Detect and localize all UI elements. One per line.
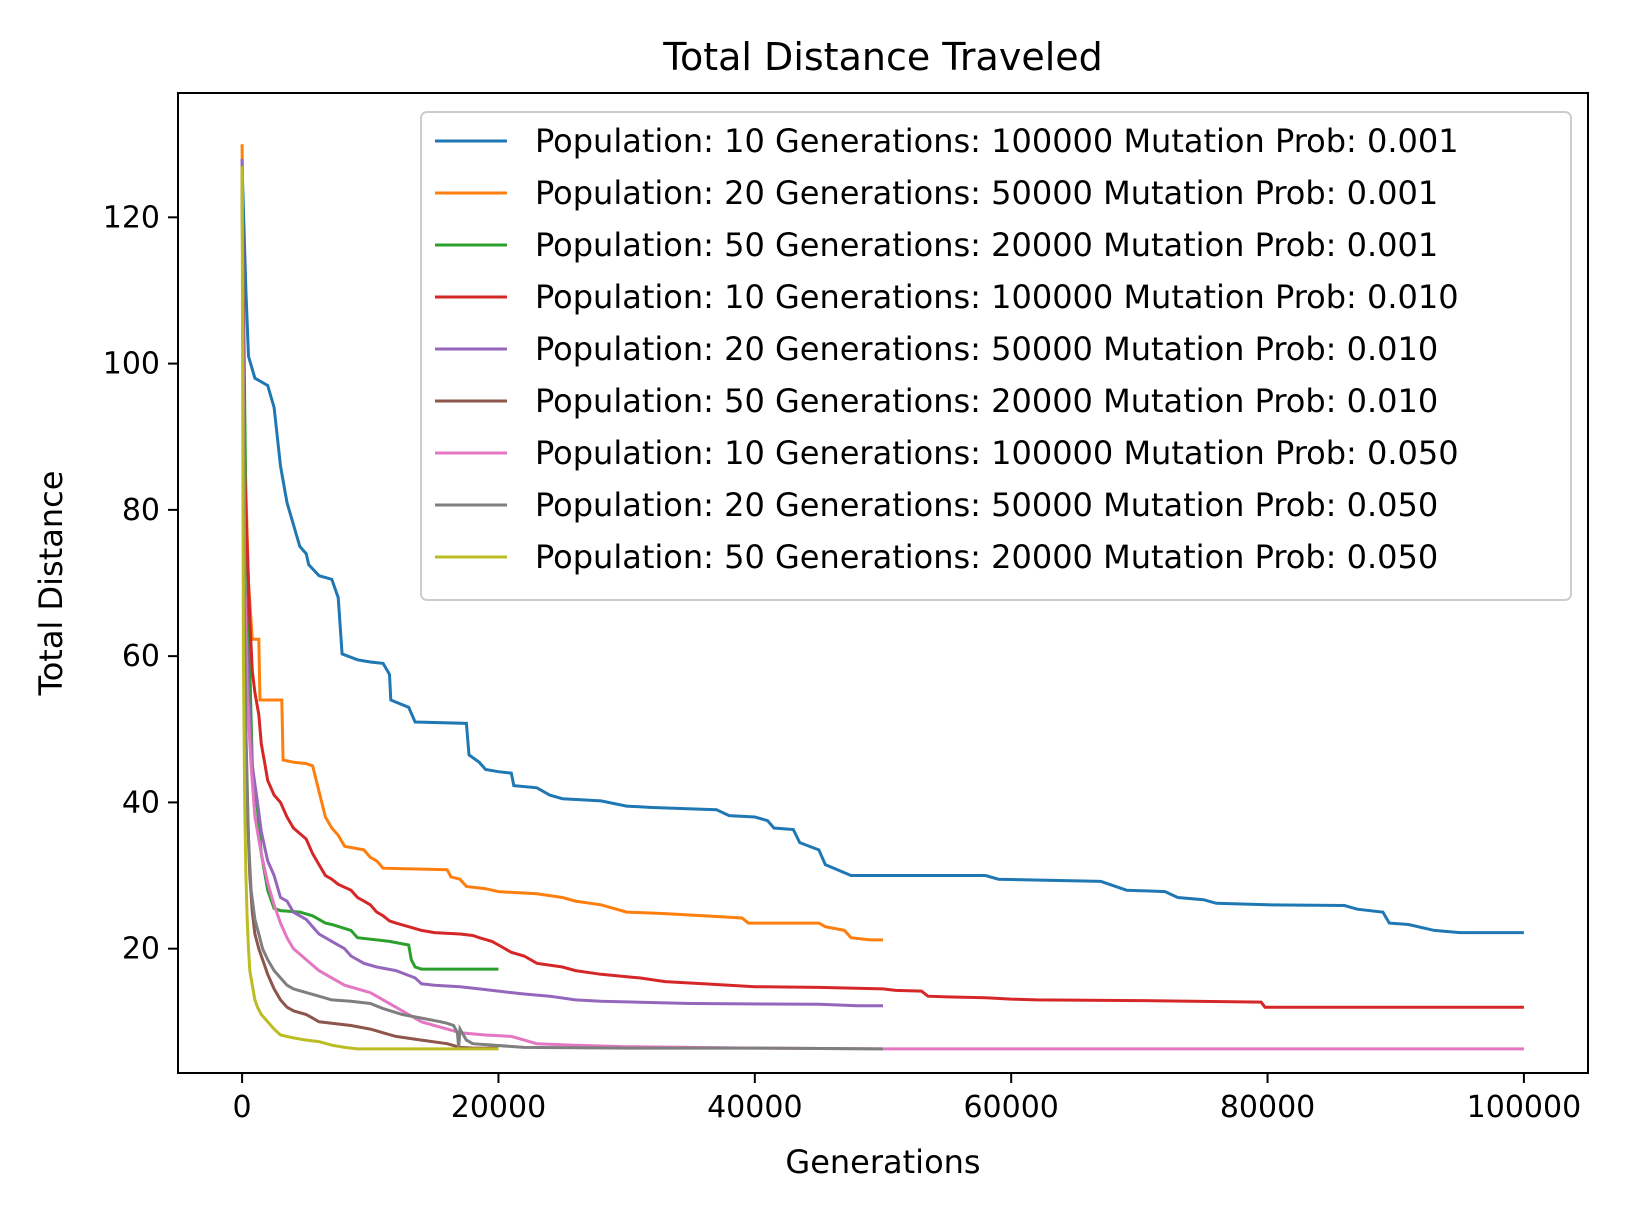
- legend-label: Population: 10 Generations: 100000 Mutat…: [535, 278, 1459, 316]
- y-tick-label: 120: [103, 200, 160, 235]
- legend-label: Population: 50 Generations: 20000 Mutati…: [535, 538, 1438, 576]
- series-line-4: [240, 166, 1524, 1009]
- plot-frame: [177, 92, 1589, 1074]
- y-tick-label: 40: [122, 785, 160, 820]
- series-layer: [240, 144, 1524, 1051]
- series-line-7: [240, 166, 1524, 1051]
- legend: Population: 10 Generations: 100000 Mutat…: [420, 111, 1572, 601]
- chart-title: Total Distance Traveled: [662, 35, 1103, 79]
- series-line-6: [240, 166, 499, 1050]
- x-tick-label: 20000: [451, 1090, 546, 1125]
- legend-label: Population: 20 Generations: 50000 Mutati…: [535, 330, 1438, 368]
- series-line-9: [240, 166, 499, 1051]
- y-tick-label: 80: [122, 493, 160, 528]
- y-tick-label: 20: [122, 932, 160, 967]
- series-line-8: [240, 166, 884, 1051]
- legend-label: Population: 20 Generations: 50000 Mutati…: [535, 174, 1438, 212]
- x-tick-label: 100000: [1467, 1090, 1582, 1125]
- legend-label: Population: 10 Generations: 100000 Mutat…: [535, 122, 1459, 160]
- y-tick-label: 100: [103, 347, 160, 382]
- series-line-2: [240, 144, 883, 942]
- legend-label: Population: 50 Generations: 20000 Mutati…: [535, 382, 1438, 420]
- x-tick-label: 80000: [1220, 1090, 1315, 1125]
- y-axis: 20 40 60 80 100 120: [103, 200, 178, 967]
- x-tick-label: 60000: [963, 1090, 1058, 1125]
- x-axis: 0 20000 40000 60000 80000 100000: [233, 1073, 1582, 1125]
- series-line-1: [240, 166, 1524, 935]
- y-axis-label: Total Distance: [32, 471, 70, 697]
- legend-label: Population: 50 Generations: 20000 Mutati…: [535, 226, 1438, 264]
- x-tick-label: 0: [233, 1090, 252, 1125]
- legend-label: Population: 20 Generations: 50000 Mutati…: [535, 486, 1438, 524]
- x-axis-label: Generations: [785, 1143, 980, 1181]
- x-tick-label: 40000: [707, 1090, 802, 1125]
- y-tick-label: 60: [122, 639, 160, 674]
- legend-label: Population: 10 Generations: 100000 Mutat…: [535, 434, 1459, 472]
- legend-box: [420, 111, 1572, 601]
- series-line-5: [240, 158, 883, 1008]
